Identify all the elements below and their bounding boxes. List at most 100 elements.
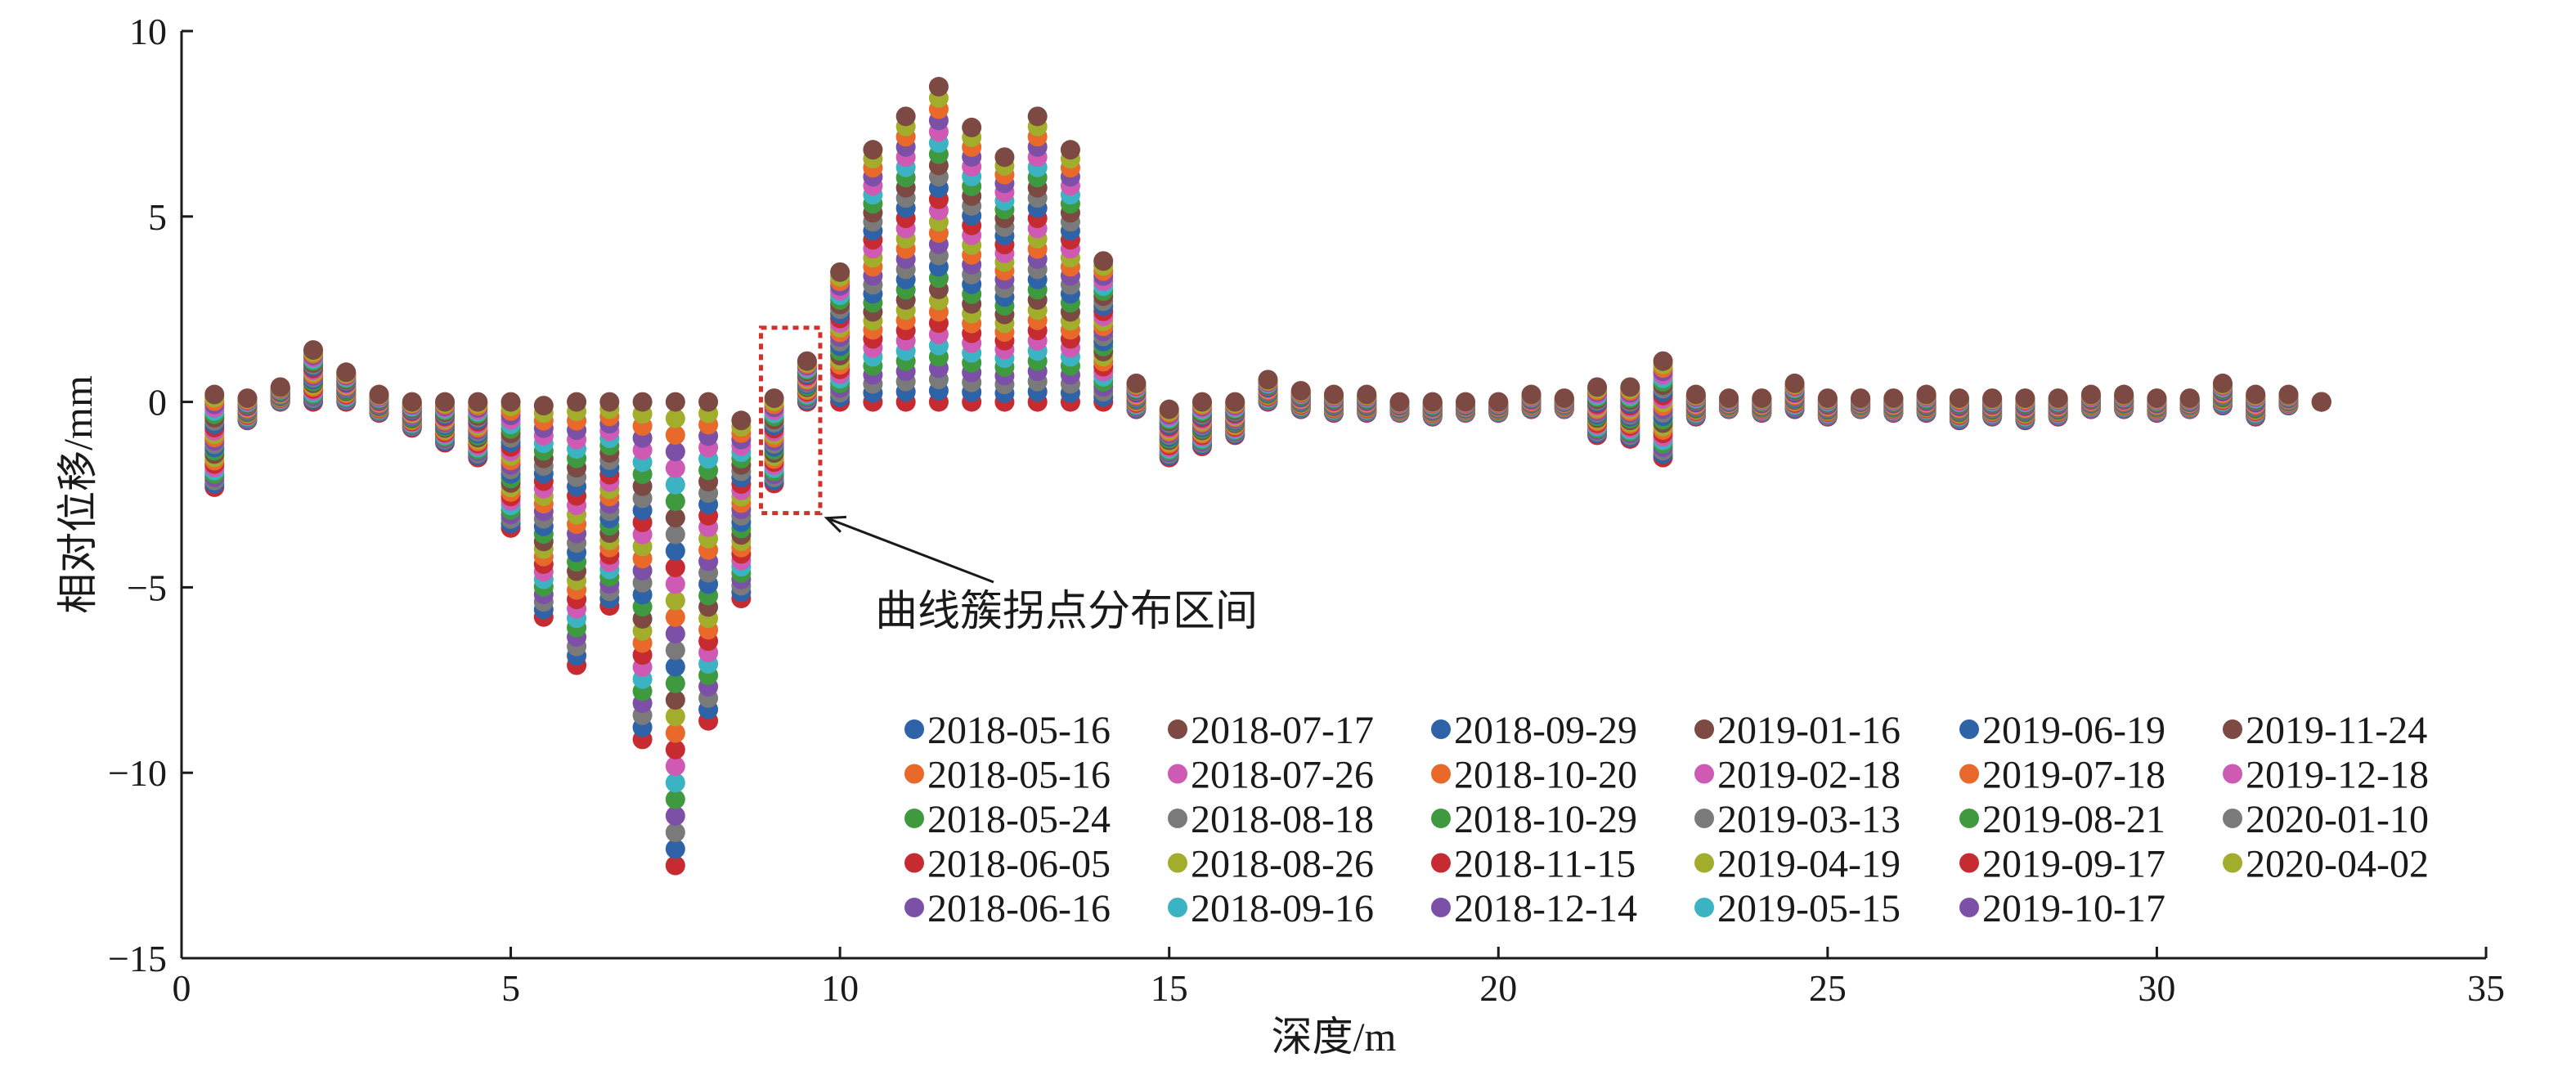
data-point bbox=[1060, 140, 1080, 160]
legend-item: 2018-05-24 bbox=[904, 798, 1111, 841]
data-point bbox=[1456, 392, 1476, 412]
data-point bbox=[665, 607, 685, 627]
data-point bbox=[665, 524, 685, 544]
legend-item: 2018-05-16 bbox=[904, 754, 1111, 797]
legend-label: 2018-05-16 bbox=[927, 709, 1111, 752]
legend-label: 2019-09-17 bbox=[1982, 843, 2165, 886]
legend-marker bbox=[2223, 764, 2242, 784]
legend-item: 2019-01-16 bbox=[1694, 709, 1901, 752]
legend-marker bbox=[2223, 853, 2242, 873]
data-point bbox=[1258, 370, 1278, 390]
data-point bbox=[369, 384, 389, 405]
data-point bbox=[731, 410, 752, 431]
legend-marker bbox=[1694, 853, 1714, 873]
legend-label: 2019-03-13 bbox=[1717, 798, 1901, 841]
data-point bbox=[1719, 388, 1739, 409]
legend-label: 2018-08-26 bbox=[1191, 843, 1374, 886]
legend-marker bbox=[1694, 898, 1714, 917]
data-point bbox=[665, 408, 685, 428]
legend-marker bbox=[904, 853, 924, 873]
data-point bbox=[1653, 351, 1673, 371]
data-point bbox=[2147, 388, 2167, 409]
legend-label: 2018-07-26 bbox=[1191, 754, 1374, 797]
data-point bbox=[1389, 392, 1410, 412]
data-point bbox=[2015, 388, 2035, 409]
data-point bbox=[665, 839, 685, 859]
legend-marker bbox=[1959, 853, 1979, 873]
annotation-text: 曲线簇拐点分布区间 bbox=[875, 589, 1258, 635]
x-tick-label: 30 bbox=[2138, 967, 2175, 1009]
y-tick-label: 10 bbox=[129, 11, 167, 52]
legend-marker bbox=[1431, 898, 1451, 917]
annotation-arrow bbox=[826, 517, 994, 584]
data-point bbox=[665, 508, 685, 528]
data-point bbox=[533, 396, 554, 416]
data-point bbox=[1093, 251, 1114, 271]
data-point bbox=[665, 789, 685, 809]
data-point bbox=[1554, 388, 1574, 409]
data-point bbox=[665, 441, 685, 462]
legend-item: 2019-02-18 bbox=[1694, 754, 1901, 797]
legend-item: 2019-12-18 bbox=[2223, 754, 2429, 797]
legend-item: 2018-10-29 bbox=[1431, 798, 1637, 841]
legend-item: 2018-09-16 bbox=[1168, 887, 1374, 930]
legend-label: 2019-08-21 bbox=[1982, 798, 2165, 841]
data-point bbox=[2114, 384, 2134, 405]
annotation: 曲线簇拐点分布区间 bbox=[759, 325, 1258, 635]
legend-label: 2019-01-16 bbox=[1717, 709, 1901, 752]
legend-label: 2018-05-16 bbox=[927, 754, 1111, 797]
legend-label: 2018-12-14 bbox=[1454, 887, 1637, 930]
legend-item: 2019-06-19 bbox=[1959, 709, 2165, 752]
data-point bbox=[500, 392, 521, 412]
data-point bbox=[2048, 388, 2068, 409]
data-point bbox=[1685, 384, 1706, 405]
data-point bbox=[665, 822, 685, 843]
legend-item: 2018-12-14 bbox=[1431, 887, 1637, 930]
legend-marker bbox=[1168, 719, 1187, 739]
x-tick-label: 20 bbox=[1479, 967, 1517, 1009]
legend-marker bbox=[1168, 764, 1187, 784]
x-tick-label: 25 bbox=[1809, 967, 1847, 1009]
data-point bbox=[435, 392, 456, 412]
legend-item: 2018-10-20 bbox=[1431, 754, 1637, 797]
y-tick-label: −5 bbox=[127, 567, 167, 608]
data-point bbox=[1324, 384, 1344, 405]
data-point bbox=[2278, 384, 2299, 405]
legend-label: 2019-04-19 bbox=[1717, 843, 1901, 886]
legend-label: 2019-05-15 bbox=[1717, 887, 1901, 930]
x-axis-label: 深度/m bbox=[1272, 1014, 1397, 1060]
data-point bbox=[1752, 388, 1772, 409]
legend-item: 2020-04-02 bbox=[2223, 843, 2429, 886]
data-point bbox=[1488, 392, 1509, 412]
legend-marker bbox=[1431, 764, 1451, 784]
y-tick-label: 0 bbox=[148, 382, 167, 423]
data-point bbox=[665, 773, 685, 793]
data-point bbox=[665, 657, 685, 677]
legend-marker bbox=[1959, 764, 1979, 784]
annotation-box bbox=[759, 325, 823, 516]
legend-marker bbox=[1959, 898, 1979, 917]
legend-label: 2018-06-16 bbox=[927, 887, 1111, 930]
data-point bbox=[567, 392, 587, 412]
legend-marker bbox=[1168, 853, 1187, 873]
data-point bbox=[895, 106, 916, 127]
data-point bbox=[1126, 373, 1147, 393]
y-tick-label: −10 bbox=[108, 752, 167, 794]
legend-label: 2018-10-29 bbox=[1454, 798, 1637, 841]
y-axis-label: 相对位移/mm bbox=[55, 375, 101, 614]
legend-label: 2020-01-10 bbox=[2246, 798, 2429, 841]
data-point bbox=[665, 540, 685, 561]
data-point bbox=[1159, 399, 1179, 419]
data-point bbox=[1357, 384, 1377, 405]
legend-item: 2018-11-15 bbox=[1431, 843, 1636, 886]
legend-marker bbox=[1431, 809, 1451, 828]
y-ticks: 10 5 0 −5 −10 −15 bbox=[108, 11, 193, 979]
legend-label: 2018-11-15 bbox=[1454, 843, 1636, 886]
x-tick-label: 15 bbox=[1151, 967, 1188, 1009]
x-tick-label: 10 bbox=[821, 967, 859, 1009]
legend-item: 2018-06-05 bbox=[904, 843, 1111, 886]
data-point bbox=[1982, 388, 2003, 409]
axes: 0 5 10 15 20 25 30 35 10 5 0 −5 −10 −15 深度/m 相对位移/mm bbox=[55, 11, 2505, 1060]
legend-marker bbox=[904, 764, 924, 784]
